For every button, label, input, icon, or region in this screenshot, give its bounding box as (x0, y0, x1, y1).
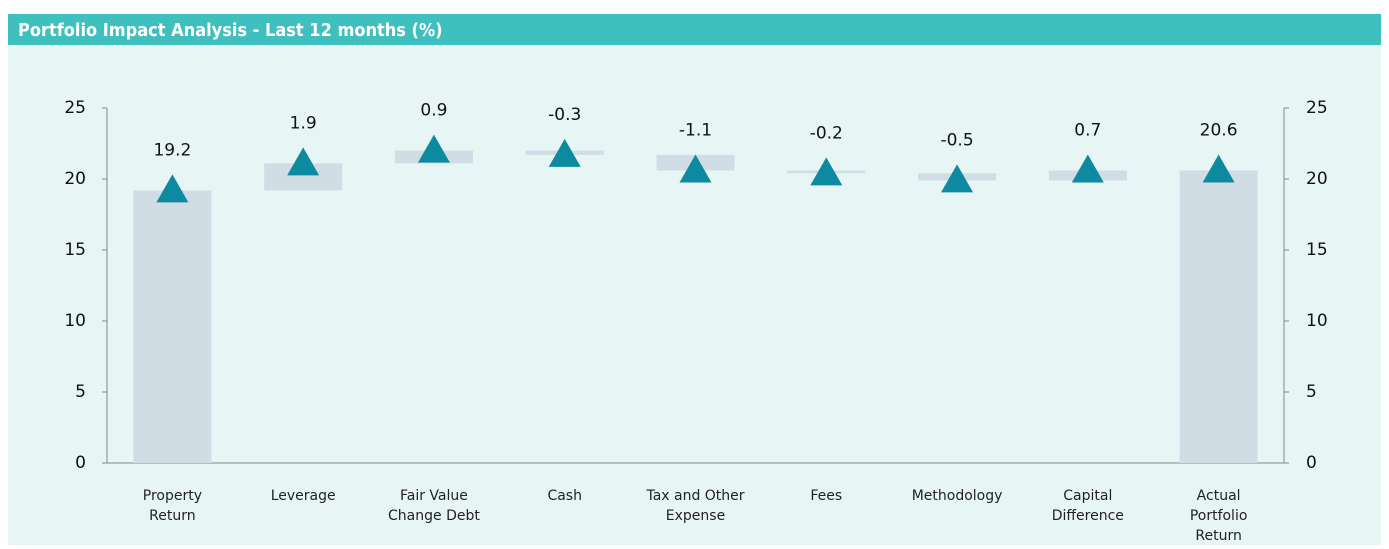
value-label: -0.2 (810, 123, 843, 143)
marker (1202, 154, 1235, 183)
y2-tick-label: 5 (1306, 382, 1317, 402)
marker (941, 164, 974, 193)
marker (287, 147, 320, 176)
marker (417, 134, 450, 163)
x-tick-label: Cash (547, 488, 582, 504)
value-label: 20.6 (1200, 120, 1238, 140)
y-tick-label: 5 (75, 382, 86, 402)
y2-tick-label: 25 (1306, 98, 1328, 118)
value-label: -0.5 (940, 130, 973, 150)
value-label: 0.9 (420, 101, 447, 121)
x-tick-label: Tax and Other Expense (645, 488, 744, 524)
y-tick-label: 0 (75, 453, 86, 473)
value-label: -0.3 (548, 105, 581, 125)
y2-tick-label: 20 (1306, 169, 1328, 189)
bar (1179, 170, 1258, 464)
y-tick-label: 10 (64, 311, 86, 331)
x-tick-label: Fees (810, 488, 842, 504)
x-tick-label: Leverage (271, 488, 336, 504)
x-tick-label: Fair Value Change Debt (388, 488, 480, 524)
x-tick-label: Capital Difference (1052, 488, 1124, 524)
y-tick-label: 20 (64, 169, 86, 189)
marker (679, 154, 712, 183)
x-tick-label: Property Return (143, 488, 202, 524)
marker (548, 138, 581, 167)
chart-title: Portfolio Impact Analysis - Last 12 mont… (18, 20, 443, 41)
marker (1071, 154, 1104, 183)
x-tick-label: Actual Portfolio Return (1190, 488, 1248, 544)
plot-background (8, 45, 1381, 545)
value-label: 19.2 (153, 140, 191, 160)
marker (810, 157, 843, 186)
header-bar (8, 14, 1381, 45)
marker (156, 174, 189, 203)
x-tick-label: Methodology (912, 488, 1003, 504)
y-tick-label: 25 (64, 98, 86, 118)
bar (133, 190, 212, 464)
y-tick-label: 15 (64, 240, 86, 260)
value-label: 0.7 (1074, 120, 1101, 140)
y2-tick-label: 0 (1306, 453, 1317, 473)
y2-tick-label: 10 (1306, 311, 1328, 331)
value-label: -1.1 (679, 120, 712, 140)
value-label: 1.9 (290, 113, 317, 133)
y2-tick-label: 15 (1306, 240, 1328, 260)
